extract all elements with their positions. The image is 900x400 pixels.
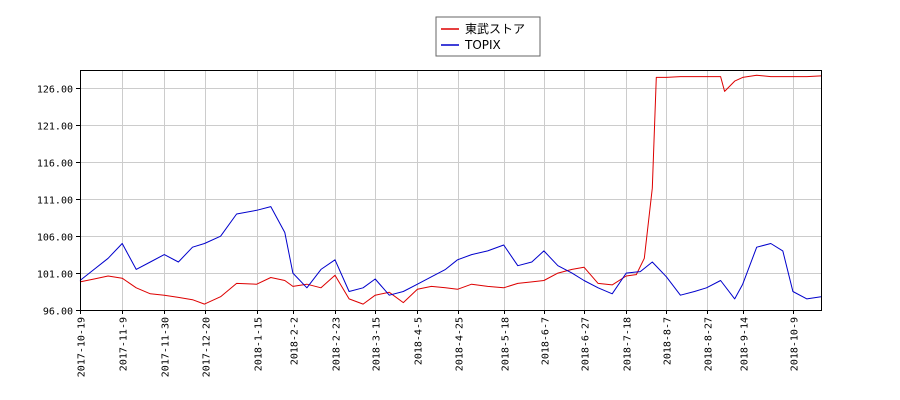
legend-box (435, 16, 541, 57)
y-tick-label: 121.00 (37, 122, 73, 133)
axes (76, 70, 822, 314)
x-tick-label: 2017-10-19 (77, 317, 88, 377)
series-line-topix (79, 206, 822, 300)
x-tick-label: 2018-9-14 (740, 317, 751, 371)
grid-lines (80, 70, 821, 311)
x-tick-label: 2018-8-7 (663, 317, 674, 365)
y-tick-label: 106.00 (37, 233, 73, 244)
y-tick-label: 101.00 (37, 270, 73, 281)
x-tick-label: 2018-7-18 (623, 317, 634, 371)
x-tick-label: 2017-11-30 (161, 317, 172, 377)
x-tick-label: 2018-3-15 (372, 317, 383, 371)
x-tick-label: 2017-12-20 (202, 317, 213, 377)
x-tick-label: 2018-2-23 (332, 317, 343, 371)
x-tick-label: 2018-4-5 (414, 317, 425, 365)
legend: 東武ストア TOPIX (435, 16, 541, 57)
y-tick-label: 116.00 (37, 159, 73, 170)
x-tick-label: 2018-4-25 (455, 317, 466, 371)
plot-frame (80, 70, 822, 311)
x-tick-label: 2018-1-15 (254, 317, 265, 371)
series-layer (79, 74, 822, 305)
x-axis-tick-labels: 2017-10-19 2017-11-9 2017-11-30 2017-12-20 2… (77, 317, 801, 377)
y-axis-tick-labels: 96.00 101.00 106.00 111.00 116.00 121.00 126.0… (37, 85, 73, 318)
x-tick-label: 2018-8-27 (704, 317, 715, 371)
x-tick-label: 2018-6-7 (541, 317, 552, 365)
y-tick-label: 96.00 (43, 307, 73, 318)
x-tick-label: 2018-2-2 (290, 317, 301, 365)
x-tick-label: 2017-11-9 (119, 317, 130, 371)
y-tick-label: 126.00 (37, 85, 73, 96)
x-tick-label: 2018-5-18 (501, 317, 512, 371)
legend-label-tobu-store: 東武ストア (465, 22, 525, 36)
legend-label-topix: TOPIX (464, 38, 501, 52)
series-line-tobu-store (79, 74, 822, 305)
y-tick-label: 111.00 (37, 196, 73, 207)
x-tick-label: 2018-6-27 (581, 317, 592, 371)
x-tick-label: 2018-10-9 (790, 317, 801, 371)
